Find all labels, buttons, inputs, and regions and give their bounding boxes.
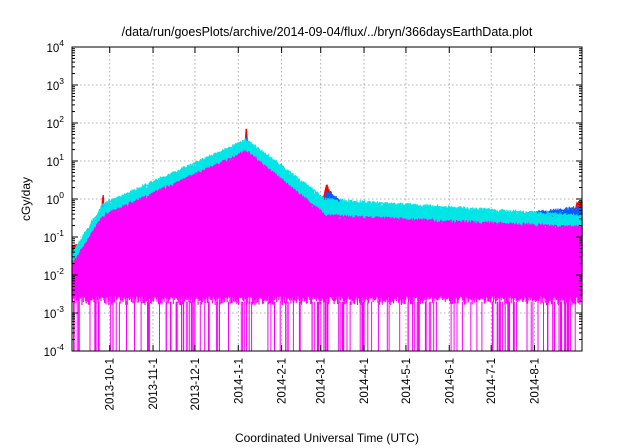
chart-title: /data/run/goesPlots/archive/2014-09-04/f… [122, 25, 533, 39]
x-tick-label: 2013-10-1 [105, 358, 117, 410]
x-tick-label: 2014-6-1 [444, 358, 456, 404]
x-tick-label: 2014-4-1 [359, 358, 371, 404]
x-tick-label: 2014-5-1 [401, 358, 413, 404]
x-tick-label: 2014-1-1 [233, 358, 245, 404]
y-tick-label: 100 [46, 190, 64, 207]
x-ticks: 2013-10-1 2013-11-1 2013-12-1 2014-1-1 2014-… [105, 47, 541, 410]
y-ticks: 10-4 10-3 10-2 10-1 100 101 102 103 104 [44, 38, 582, 359]
x-tick-label: 2013-12-1 [190, 358, 202, 410]
y-tick-label: 10-4 [44, 342, 65, 359]
plot-area [71, 128, 583, 351]
y-axis-label: cGy/day [19, 177, 33, 221]
x-tick-label: 2014-8-1 [529, 358, 541, 404]
y-tick-label: 102 [46, 114, 64, 131]
data-series [71, 149, 583, 306]
x-axis-label: Coordinated Universal Time (UTC) [235, 431, 419, 445]
x-tick-label: 2014-2-1 [277, 358, 289, 404]
x-tick-label: 2014-7-1 [486, 358, 498, 404]
series-line [71, 138, 583, 255]
y-tick-label: 103 [46, 76, 64, 93]
y-tick-label: 10-2 [44, 266, 65, 283]
x-tick-label: 2013-11-1 [148, 358, 160, 410]
x-tick-label: 2014-3-1 [316, 358, 328, 404]
y-tick-label: 10-3 [44, 304, 65, 321]
y-tick-label: 104 [46, 38, 64, 55]
y-tick-label: 10-1 [44, 228, 65, 245]
series-line [71, 149, 583, 268]
series-dropouts [73, 301, 576, 351]
series-band [71, 151, 583, 306]
y-tick-label: 101 [46, 152, 64, 169]
